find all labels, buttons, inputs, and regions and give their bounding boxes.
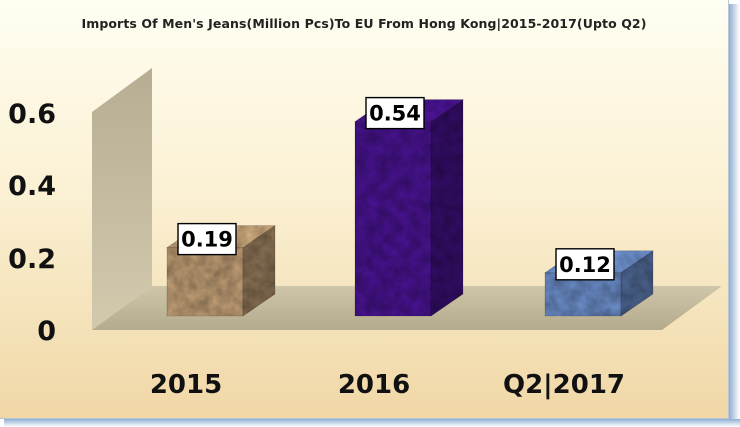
- bar-texture: [621, 250, 653, 316]
- chart-side-wall: [92, 68, 152, 330]
- bar-texture: [243, 225, 275, 316]
- frame-shadow-right: [729, 4, 740, 427]
- data-label: 0.54: [369, 102, 421, 126]
- bar-texture: [355, 121, 431, 316]
- x-tick-label: 2015: [150, 370, 222, 400]
- data-label: 0.12: [559, 253, 611, 277]
- x-tick-label: Q2|2017: [503, 370, 625, 400]
- bar-texture: [431, 99, 463, 316]
- bar-texture: [545, 272, 621, 316]
- y-tick-label: 0.2: [8, 244, 56, 275]
- chart-title: Imports Of Men's Jeans(Million Pcs)To EU…: [81, 16, 647, 31]
- x-tick-label: 2016: [338, 370, 410, 400]
- data-label-box: [555, 248, 615, 281]
- data-label: 0.19: [181, 228, 233, 252]
- data-label-box: [365, 96, 425, 130]
- data-label-box: [177, 222, 237, 256]
- y-tick-label: 0: [37, 316, 56, 347]
- bar-texture: [167, 247, 243, 316]
- bar-2016: [354, 99, 464, 317]
- data-labels-group: 0.19 0.54 0.12: [177, 96, 615, 281]
- y-tick-label: 0.6: [8, 99, 56, 130]
- bars-group: [166, 99, 654, 317]
- y-tick-label: 0.4: [8, 171, 56, 202]
- frame-shadow-bottom: [4, 419, 740, 427]
